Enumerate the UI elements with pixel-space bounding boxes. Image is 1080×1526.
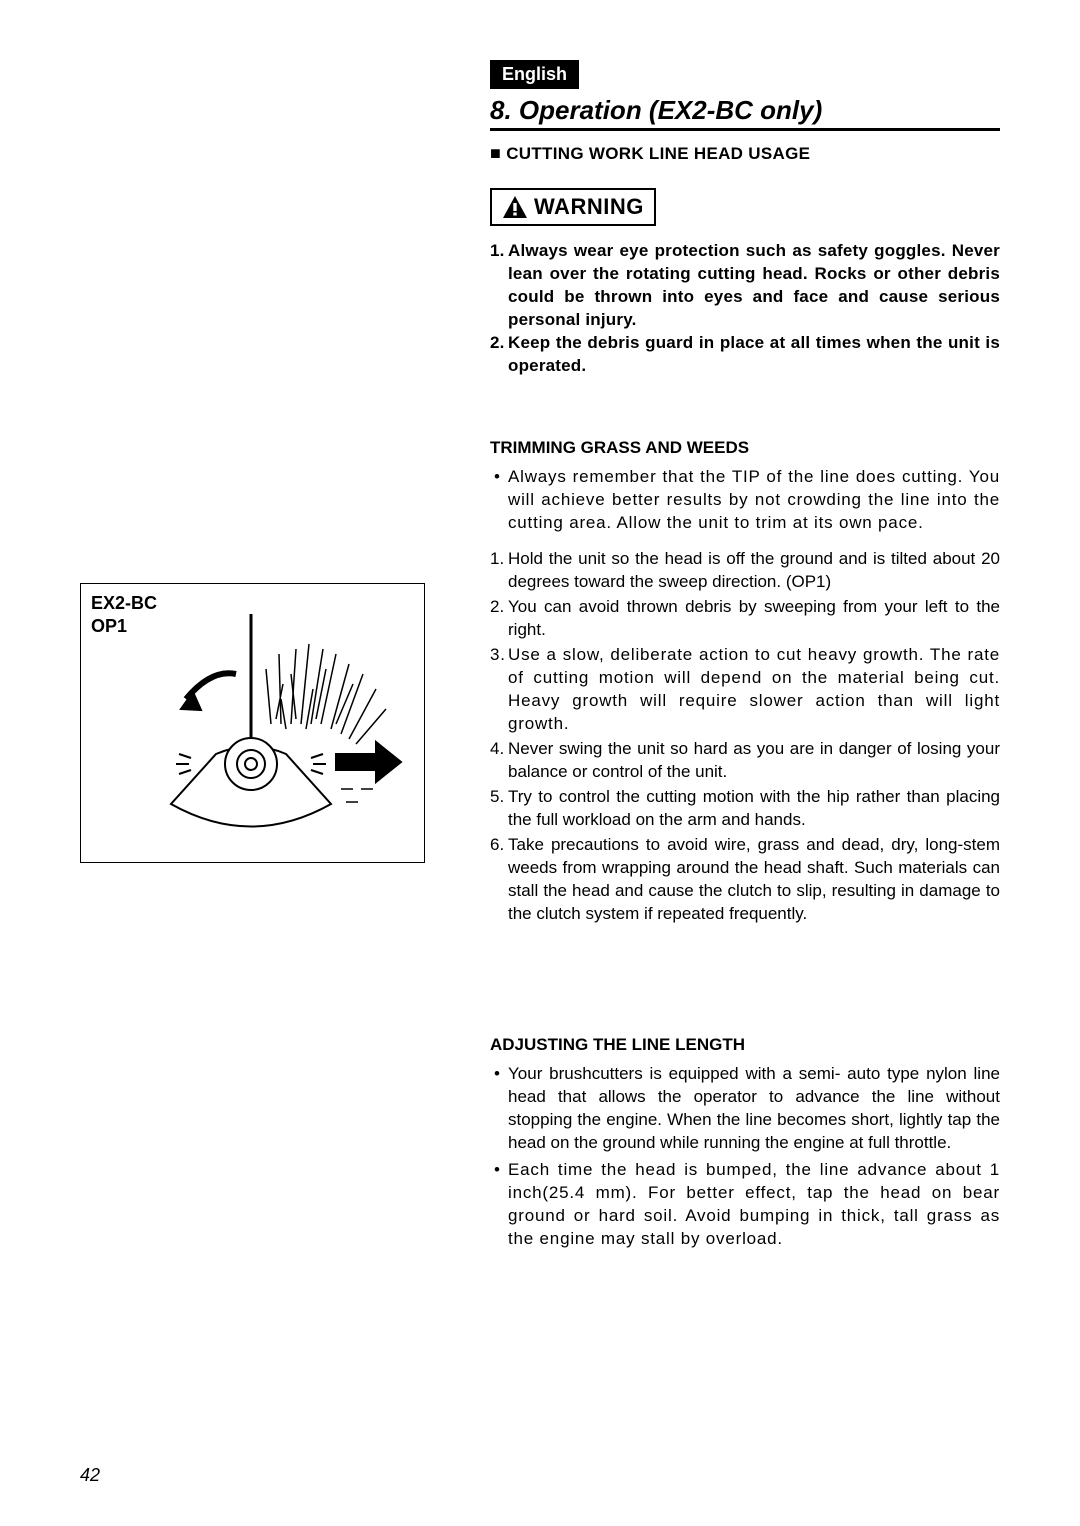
adjusting-list: Your brushcutters is equipped with a sem… [490,1063,1000,1251]
trimming-step: Never swing the unit so hard as you are … [490,738,1000,784]
adjusting-title: ADJUSTING THE LINE LENGTH [490,1035,1000,1055]
section-title: 8. Operation (EX2-BC only) [490,95,1000,131]
cutting-head: ■ CUTTING WORK LINE HEAD USAGE [490,143,1000,164]
trimming-step: Take precautions to avoid wire, grass an… [490,834,1000,926]
warning-triangle-icon [502,195,528,219]
warning-list: Always wear eye protection such as safet… [490,240,1000,378]
adjusting-bullet: Each time the head is bumped, the line a… [490,1159,1000,1251]
figure-illustration [141,614,411,844]
warning-label: WARNING [534,194,644,220]
warning-box: WARNING [490,188,656,226]
warning-item: Always wear eye protection such as safet… [490,240,1000,332]
page-number: 42 [80,1465,100,1486]
trimming-step: Use a slow, deliberate action to cut hea… [490,644,1000,736]
cutting-head-text: CUTTING WORK LINE HEAD USAGE [506,144,810,163]
warning-item: Keep the debris guard in place at all ti… [490,332,1000,378]
trimming-steps: Hold the unit so the head is off the gro… [490,548,1000,925]
language-badge: English [490,60,579,89]
adjusting-section: ADJUSTING THE LINE LENGTH Your brushcutt… [490,1035,1000,1251]
figure-box: EX2-BC OP1 [80,583,425,863]
trimming-step: Hold the unit so the head is off the gro… [490,548,1000,594]
trimming-section: TRIMMING GRASS AND WEEDS Always remember… [490,438,1000,926]
trimming-intro: Always remember that the TIP of the line… [490,466,1000,535]
left-column: EX2-BC OP1 [80,143,490,1255]
trimming-title: TRIMMING GRASS AND WEEDS [490,438,1000,458]
trimming-step: Try to control the cutting motion with t… [490,786,1000,832]
right-column: ■ CUTTING WORK LINE HEAD USAGE WARNING A… [490,143,1000,1255]
trimming-intro-list: Always remember that the TIP of the line… [490,466,1000,535]
figure-label-1: EX2-BC [91,592,414,615]
trimming-step: You can avoid thrown debris by sweeping … [490,596,1000,642]
adjusting-bullet: Your brushcutters is equipped with a sem… [490,1063,1000,1155]
